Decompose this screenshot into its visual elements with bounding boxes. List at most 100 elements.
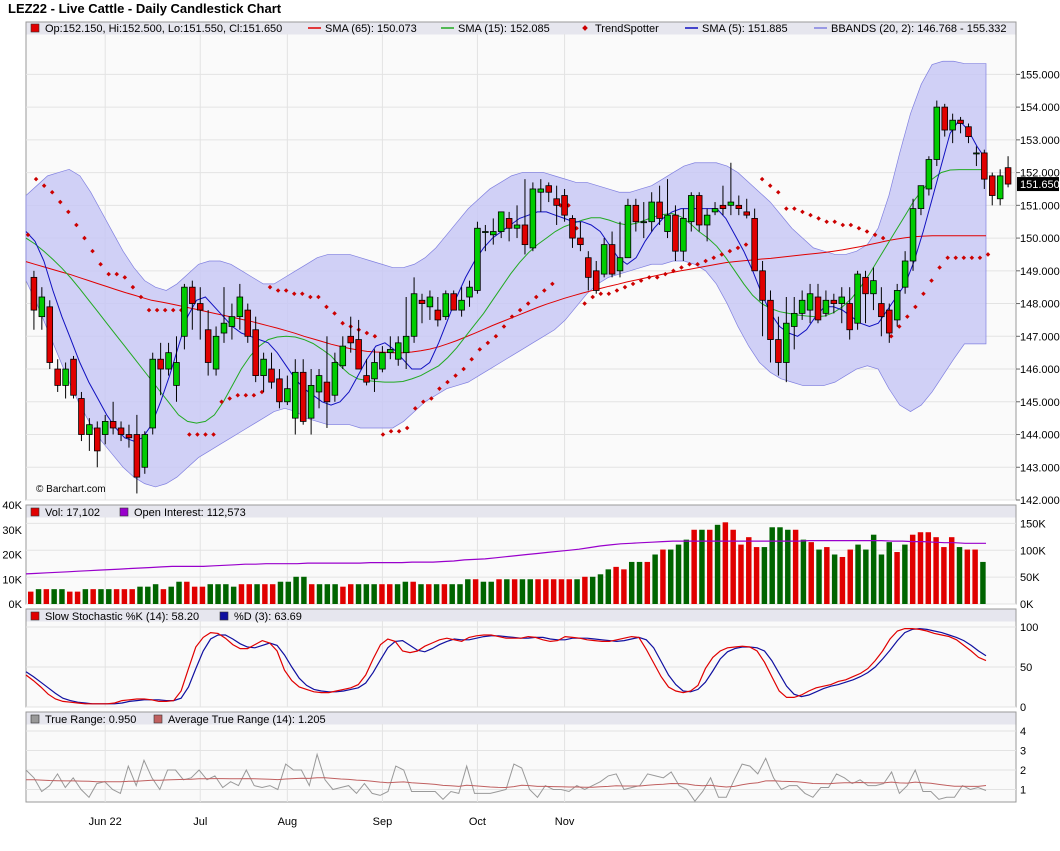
candle	[482, 224, 489, 252]
trendspotter-marker	[517, 307, 523, 313]
trendspotter-marker	[638, 278, 644, 283]
trendspotter-marker	[138, 294, 144, 300]
candle-body	[228, 316, 236, 327]
trendspotter-marker	[243, 392, 249, 398]
candle	[244, 303, 252, 343]
trendspotter-marker	[614, 288, 620, 293]
candle	[862, 270, 869, 324]
candle-body	[482, 231, 489, 233]
candle-body	[299, 371, 307, 422]
candle	[133, 414, 141, 494]
candle-body	[331, 362, 339, 396]
volume-bar	[855, 544, 861, 604]
candle	[62, 362, 69, 399]
candle-body	[624, 204, 632, 259]
candle	[901, 251, 909, 294]
x-tick-label: Oct	[469, 816, 486, 828]
volume-bar	[816, 549, 822, 604]
candle	[585, 251, 592, 291]
candle	[886, 303, 893, 343]
trendspotter-marker	[654, 275, 660, 280]
candle	[941, 103, 948, 137]
volume-bar	[472, 579, 479, 604]
volume-bar	[527, 579, 533, 604]
price-tick-label: 144.000	[1020, 430, 1060, 442]
legend-swatch-tr	[30, 714, 40, 724]
candle	[735, 195, 743, 216]
candle-body	[965, 126, 972, 137]
trendspotter-marker	[493, 334, 499, 339]
volume-bar	[191, 586, 198, 604]
candle	[371, 349, 378, 392]
candle	[474, 221, 481, 294]
trendspotter-marker	[251, 392, 257, 398]
vol-right-tick: 100K	[1020, 545, 1046, 557]
volume-bar	[589, 576, 596, 604]
volume-bar	[504, 579, 510, 604]
price-tick-label: 147.000	[1020, 331, 1060, 343]
candle-body	[505, 218, 513, 229]
volume-bar	[621, 569, 627, 604]
volume-bar	[722, 522, 729, 604]
volume-bar	[644, 561, 651, 604]
candle	[640, 202, 648, 239]
candle-body	[648, 201, 655, 223]
volume-bar	[980, 561, 986, 604]
candle	[624, 198, 632, 259]
candle	[86, 418, 93, 451]
trendspotter-marker	[929, 278, 934, 283]
candle	[466, 280, 473, 307]
legend-tr: True Range: 0.950	[45, 714, 136, 726]
candle	[909, 198, 917, 271]
watermark: © Barchart.com	[36, 484, 106, 495]
volume-bar	[262, 584, 268, 604]
candle	[379, 346, 386, 373]
volume-bar	[106, 589, 112, 604]
candle	[1004, 156, 1012, 188]
legend-swatch-k	[30, 611, 40, 621]
candle	[442, 290, 450, 320]
candle-body	[695, 195, 703, 226]
candle	[878, 287, 885, 337]
candle	[838, 287, 846, 324]
candle-body	[379, 352, 386, 370]
candle-body	[569, 218, 576, 239]
trendspotter-marker	[703, 258, 708, 264]
candle-body	[252, 329, 259, 376]
candle-body	[925, 159, 933, 190]
candle	[719, 185, 727, 216]
volume-bar	[35, 589, 42, 604]
candle	[656, 185, 663, 225]
volume-bar	[917, 532, 924, 604]
trendspotter-marker	[187, 432, 192, 437]
volume-bar	[457, 584, 463, 604]
vol-left-tick: 30K	[2, 525, 22, 537]
candle	[505, 211, 513, 242]
trendspotter-marker	[921, 291, 926, 296]
candle-body	[941, 106, 948, 131]
candle-body	[537, 188, 545, 193]
candle-body	[474, 227, 481, 291]
candle	[521, 179, 529, 255]
legend-swatch-trend	[582, 25, 588, 31]
candle	[925, 156, 933, 196]
candle-body	[141, 434, 149, 468]
candle	[569, 215, 576, 248]
trendspotter-marker	[106, 271, 111, 277]
panel-stoch	[25, 608, 1017, 708]
volume-bar	[43, 589, 50, 604]
candle	[54, 359, 61, 392]
volume-bar	[800, 539, 807, 604]
candle-body	[592, 270, 600, 291]
vol-left-tick: 0K	[9, 599, 23, 611]
trendspotter-marker	[421, 399, 426, 405]
candle-body	[854, 273, 861, 324]
trendspotter-marker	[896, 324, 902, 329]
candle-body	[822, 299, 830, 314]
trendspotter-marker	[429, 396, 434, 401]
candle	[196, 287, 204, 340]
candle-body	[513, 224, 521, 229]
candle-body	[125, 434, 133, 439]
candle-body	[355, 339, 362, 370]
